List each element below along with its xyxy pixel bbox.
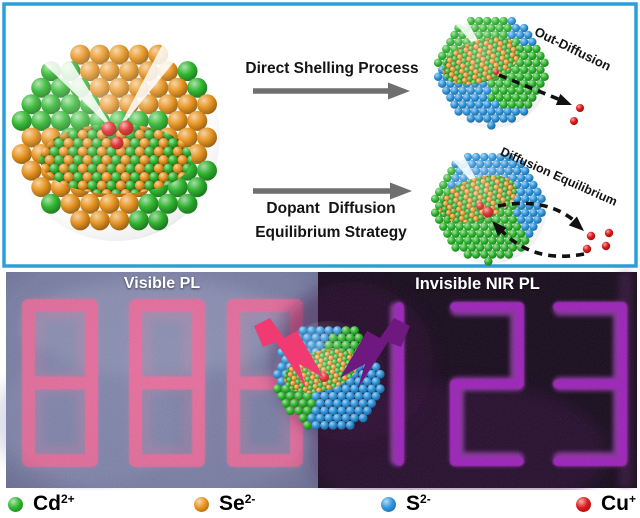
copper-charge: +	[629, 492, 637, 506]
scheme-panel	[2, 2, 638, 268]
sulfur-charge: 2-	[420, 492, 431, 506]
legend-item-selenium: Se2-	[194, 491, 255, 517]
selenium-charge: 2-	[244, 492, 256, 506]
out-diffusion-nanocrystal	[433, 12, 550, 130]
cadmium-sphere-icon	[8, 496, 23, 512]
copper-label: Cu	[601, 492, 629, 515]
excited-nanocrystal-overlay	[254, 318, 410, 433]
direct-shelling-label: Direct Shelling Process	[245, 60, 419, 77]
dopant-diffusion-label-line2: Equilibrium Strategy	[255, 224, 407, 241]
legend-item-cadmium: Cd2+	[8, 491, 75, 517]
equilibrium-in-dashed-arrow	[492, 221, 585, 258]
dopant-diffusion-label-line1: Dopant Diffusion	[266, 200, 396, 217]
cadmium-charge: 2+	[61, 492, 75, 506]
ion-legend: Cd2+ Se2- S2- Cu+	[0, 490, 640, 518]
visible-pl-title: Visible PL	[123, 275, 201, 292]
equilibrium-out-dashed-arrow	[497, 201, 584, 231]
diffusion-equilibrium-nanocrystal	[430, 148, 547, 266]
out-diffusion-dashed-arrow	[498, 73, 572, 105]
cadmium-label: Cd	[33, 492, 61, 515]
invisible-nir-pl-title: Invisible NIR PL	[415, 275, 540, 293]
visible-excitation-bolt-icon	[254, 318, 324, 388]
direct-shelling-arrow	[253, 82, 410, 100]
out-diffused-copper-ions	[570, 104, 584, 125]
selenium-sphere-icon	[194, 496, 209, 512]
legend-item-copper: Cu+	[576, 491, 636, 517]
cdse-core-nanocrystal	[11, 30, 220, 241]
sulfur-sphere-icon	[381, 496, 396, 512]
nir-excitation-bolt-icon	[340, 318, 410, 388]
legend-item-sulfur: S2-	[381, 491, 431, 517]
selenium-label: Se	[219, 492, 245, 515]
equilibrium-copper-ions	[582, 228, 614, 254]
equilibrium-strategy-arrow	[253, 182, 412, 200]
sulfur-label: S	[406, 492, 421, 515]
copper-sphere-icon	[576, 496, 591, 512]
